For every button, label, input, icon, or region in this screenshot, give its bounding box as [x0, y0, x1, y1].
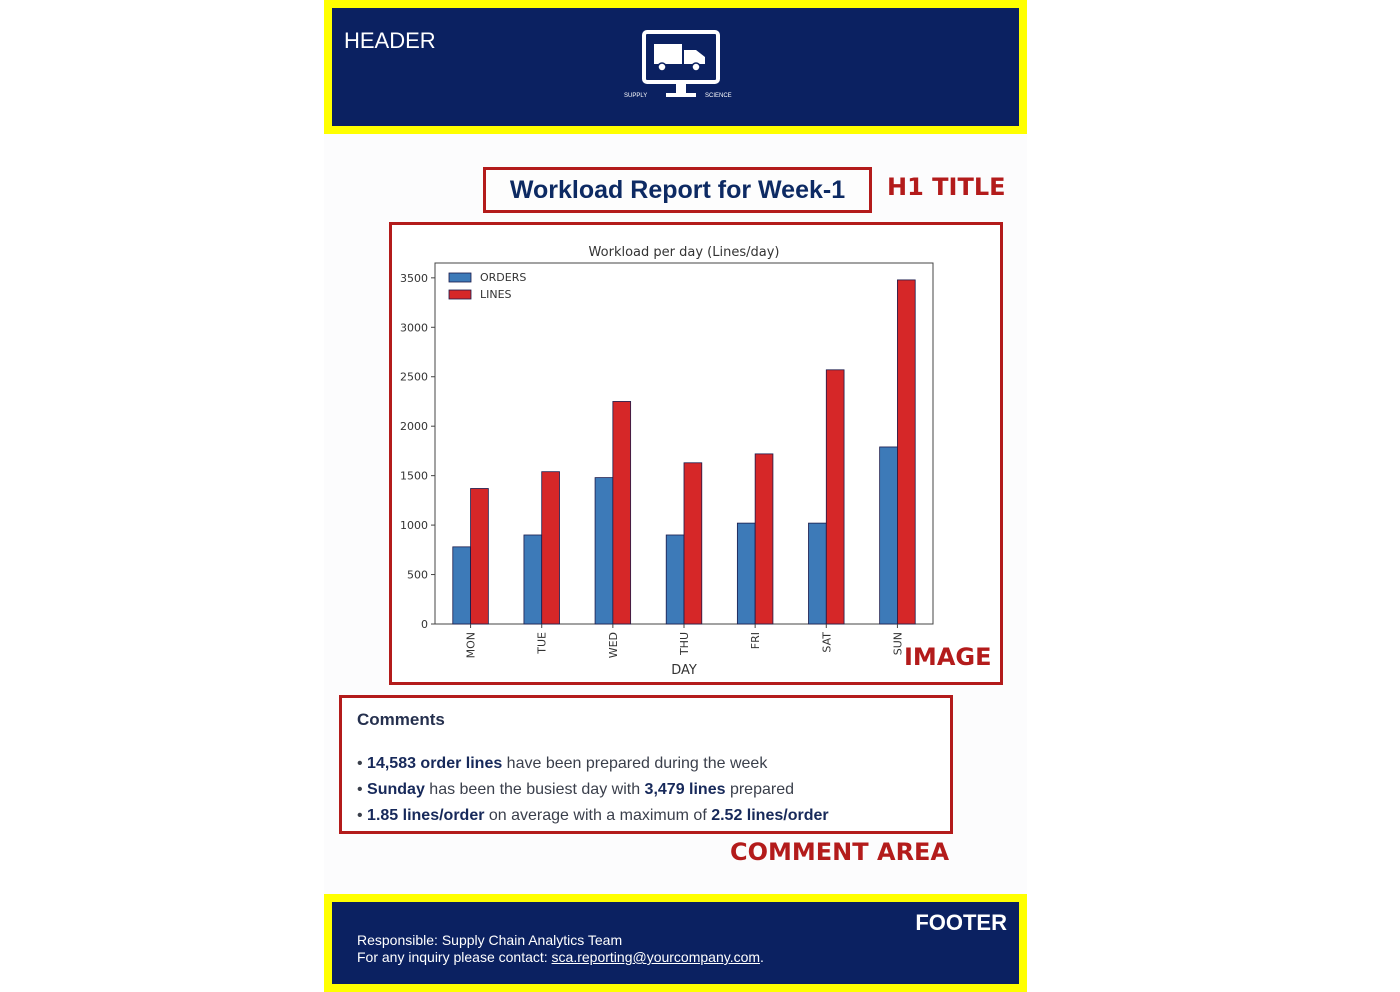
- bar-orders-thu: [665, 534, 685, 625]
- legend-swatch: [448, 289, 472, 300]
- h1-title-annotation: H1 TITLE: [887, 173, 1006, 201]
- comment-text: have been prepared during the week: [502, 755, 768, 772]
- comment-item: • 1.85 lines/order on average with a max…: [357, 807, 829, 824]
- comment-text: on average with a maximum of: [484, 807, 712, 824]
- y-tick-label: 500: [407, 569, 428, 582]
- x-tick-label: WED: [607, 632, 620, 658]
- x-axis-label: DAY: [671, 663, 697, 678]
- bar-lines-fri: [754, 453, 774, 625]
- header-label: HEADER: [344, 28, 436, 53]
- footer-panel: FOOTER Responsible: Supply Chain Analyti…: [332, 902, 1019, 984]
- comment-bold: 3,479 lines: [644, 781, 726, 798]
- logo-text-left: SUPPLY: [624, 93, 647, 99]
- footer-responsible: Responsible: Supply Chain Analytics Team: [357, 932, 623, 948]
- comment-text: prepared: [725, 781, 794, 798]
- page-title: Workload Report for Week-1: [509, 175, 846, 204]
- y-tick-label: 3000: [400, 321, 428, 334]
- logo-text-right: SCIENCE: [705, 93, 732, 99]
- footer-label: FOOTER: [915, 910, 1007, 935]
- bar-lines-mon: [470, 488, 489, 625]
- bar-orders-fri: [736, 522, 756, 625]
- header: HEADER SUPPLY SCIENCE: [324, 0, 1027, 134]
- footer-contact: For any inquiry please contact: sca.repo…: [357, 949, 764, 965]
- bar-lines-tue: [541, 471, 560, 625]
- header-panel: HEADER SUPPLY SCIENCE: [332, 8, 1019, 126]
- comment-bold: 1.85 lines/order: [367, 807, 485, 824]
- x-tick-label: SUN: [891, 632, 904, 655]
- workload-chart: Workload per day (Lines/day) 0 500 1000 1500…: [400, 245, 934, 678]
- comment-text: has been the busiest day with: [424, 781, 645, 798]
- footer: FOOTER Responsible: Supply Chain Analyti…: [324, 894, 1027, 992]
- comment-bold: 2.52 lines/order: [711, 807, 829, 824]
- image-box: Workload per day (Lines/day) 0 500 1000 1500…: [389, 222, 1003, 685]
- comments-title: Comments: [357, 710, 445, 729]
- legend-label: ORDERS: [480, 271, 526, 284]
- title-box: Workload Report for Week-1: [483, 167, 872, 213]
- chart-title: Workload per day (Lines/day): [589, 245, 780, 260]
- bar-lines-wed: [612, 401, 632, 625]
- x-tick-label: FRI: [749, 632, 762, 649]
- comment-item: • 14,583 order lines have been prepared …: [357, 755, 768, 772]
- image-annotation: IMAGE: [904, 643, 992, 671]
- y-tick-label: 1000: [400, 519, 428, 532]
- x-tick-label: THU: [678, 632, 691, 656]
- y-tick-label: 0: [421, 618, 428, 631]
- bar-orders-sun: [879, 446, 898, 625]
- comment-box: Comments • 14,583 order lines have been …: [339, 695, 953, 834]
- y-tick-label: 3500: [400, 272, 428, 285]
- contact-email-link[interactable]: sca.reporting@yourcompany.com: [551, 949, 761, 965]
- comment-list: • 14,583 order lines have been prepared …: [357, 751, 829, 829]
- footer-contact-prefix: For any inquiry please contact:: [357, 949, 552, 965]
- comment-bold: Sunday: [367, 781, 425, 798]
- bar-lines-sat: [825, 369, 845, 625]
- bar-lines-thu: [683, 462, 703, 625]
- x-tick-label: MON: [465, 632, 478, 658]
- bar-orders-mon: [452, 546, 471, 625]
- bar-orders-wed: [594, 477, 614, 625]
- y-tick-label: 2000: [400, 420, 428, 433]
- x-tick-label: TUE: [536, 632, 549, 655]
- bar-orders-sat: [808, 522, 827, 625]
- bar-orders-tue: [523, 534, 543, 625]
- supply-science-logo: SUPPLY SCIENCE: [624, 30, 732, 99]
- comment-bold: 14,583 order lines: [367, 755, 503, 772]
- y-tick-label: 1500: [400, 470, 428, 483]
- footer-contact-suffix: .: [760, 949, 764, 965]
- x-tick-label: SAT: [820, 632, 833, 653]
- comment-area-annotation: COMMENT AREA: [730, 838, 950, 866]
- legend-swatch: [448, 272, 472, 283]
- legend-label: LINES: [480, 288, 512, 301]
- bar-lines-sun: [897, 279, 916, 625]
- comment-item: • Sunday has been the busiest day with 3…: [357, 781, 794, 798]
- y-tick-label: 2500: [400, 371, 428, 384]
